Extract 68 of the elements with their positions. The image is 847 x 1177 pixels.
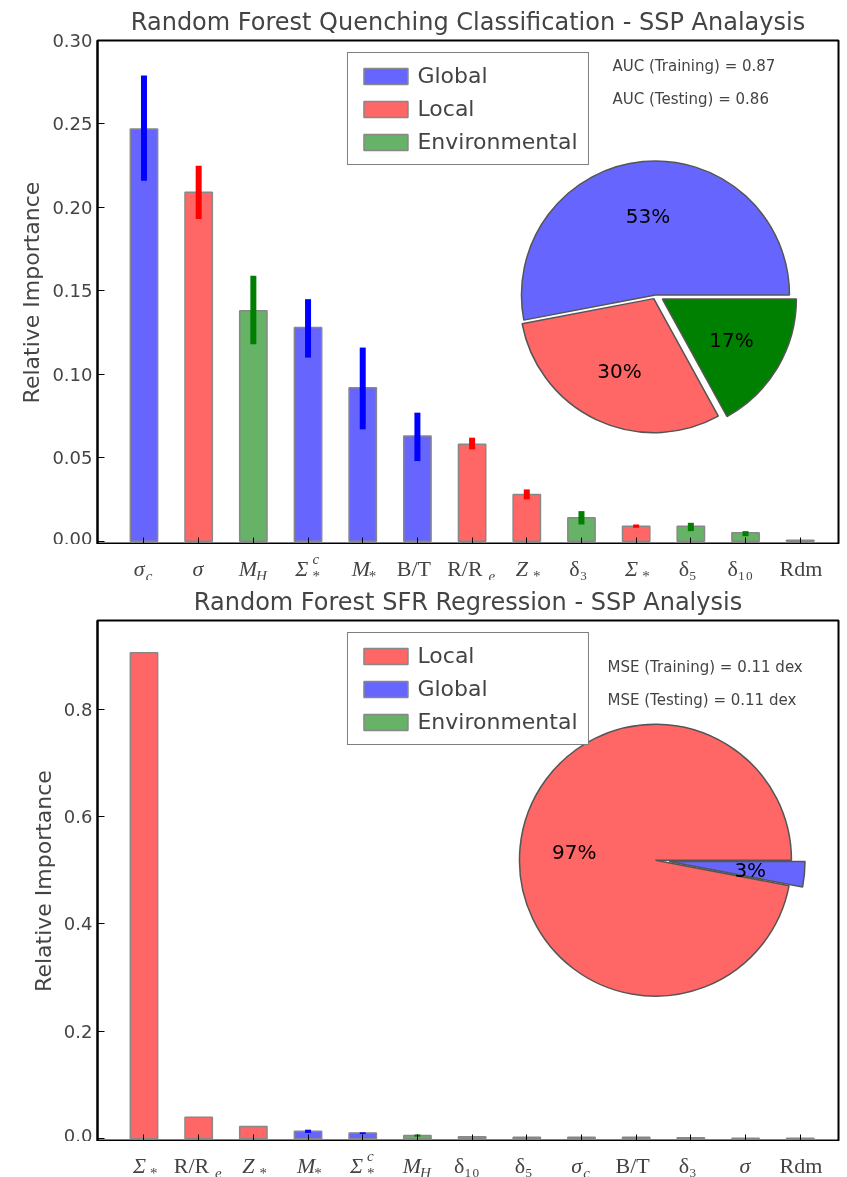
y-axis-title: Relative Importance: [30, 770, 56, 992]
chart-title: Random Forest Quenching Classification - SSP Analaysis: [130, 7, 806, 36]
legend-label: Local: [417, 643, 475, 668]
y-axis-title: Relative Importance: [19, 181, 45, 404]
x-tick-label: δ₃: [678, 1153, 697, 1177]
bar: [402, 1134, 432, 1140]
bar: [402, 435, 432, 542]
x-tick-label: M*: [350, 556, 377, 584]
bar: [457, 443, 487, 542]
data-label: 97%: [552, 840, 597, 865]
data-label: 3%: [734, 857, 767, 882]
x-tick-label: δ₁₀: [727, 556, 754, 581]
x-tick-label: Rdm: [779, 556, 823, 581]
bar: [457, 1135, 487, 1140]
x-tick-label: Σ*: [624, 556, 650, 584]
annotation: MSE (Testing) = 0.11 dex: [607, 690, 797, 709]
y-tick-label: 0.00: [52, 527, 93, 549]
bar: [129, 128, 159, 542]
bar: [621, 525, 651, 542]
chart-title: Random Forest SFR Regression - SSP Analysis: [193, 587, 743, 616]
bar: [184, 1116, 214, 1140]
annotation: AUC (Training) = 0.87: [612, 56, 776, 75]
x-tick-label: δ₃: [569, 556, 588, 581]
x-tick-label: Z*: [242, 1153, 267, 1177]
bar: [567, 517, 596, 542]
bar: [293, 1130, 323, 1140]
data-label: 53%: [625, 203, 671, 228]
y-tick-label: 0.6: [63, 806, 93, 828]
legend-label: Global: [417, 63, 488, 88]
bar: [238, 1125, 268, 1140]
x-tick-label: σ: [192, 556, 205, 581]
y-tick-label: 0.05: [52, 447, 93, 469]
x-tick-label: δ₁₀: [453, 1153, 480, 1177]
legend-label: Environmental: [417, 129, 578, 154]
y-tick-label: 0.30: [52, 30, 93, 51]
y-tick-label: 0.0: [63, 1124, 93, 1146]
legend-label: Environmental: [417, 709, 578, 734]
bar: [676, 525, 706, 542]
x-tick-label: M*: [296, 1153, 322, 1177]
legend-label: Local: [417, 96, 475, 121]
bar: [348, 386, 378, 542]
y-tick-label: 0.8: [63, 698, 93, 720]
legend-label: Global: [417, 676, 488, 701]
bar: [512, 493, 542, 542]
y-tick-label: 0.15: [52, 280, 93, 302]
y-tick-label: 0.20: [52, 196, 93, 218]
bar: [184, 191, 214, 542]
y-tick-label: 0.2: [63, 1020, 93, 1042]
annotation: AUC (Testing) = 0.86: [612, 89, 769, 108]
x-tick-label: Rdm: [779, 1153, 823, 1177]
annotation: MSE (Training) = 0.11 dex: [607, 657, 803, 676]
x-tick-label: Σ*: [131, 1153, 158, 1177]
x-tick-label: σ: [739, 1153, 752, 1177]
y-tick-label: 0.25: [52, 113, 93, 135]
data-label: 17%: [709, 327, 754, 352]
x-tick-label: Z*: [515, 556, 541, 584]
bar: [238, 310, 268, 542]
x-tick-label: B/T: [396, 556, 432, 581]
x-tick-label: δ₅: [678, 556, 697, 581]
x-tick-label: B/T: [615, 1153, 651, 1177]
bar: [348, 1132, 378, 1140]
bar: [129, 651, 159, 1140]
y-tick-label: 0.4: [63, 913, 93, 935]
data-label: 30%: [597, 358, 642, 383]
y-tick-label: 0.10: [52, 363, 93, 385]
bar: [293, 326, 323, 542]
bar: [731, 532, 760, 542]
x-tick-label: δ₅: [514, 1153, 533, 1177]
